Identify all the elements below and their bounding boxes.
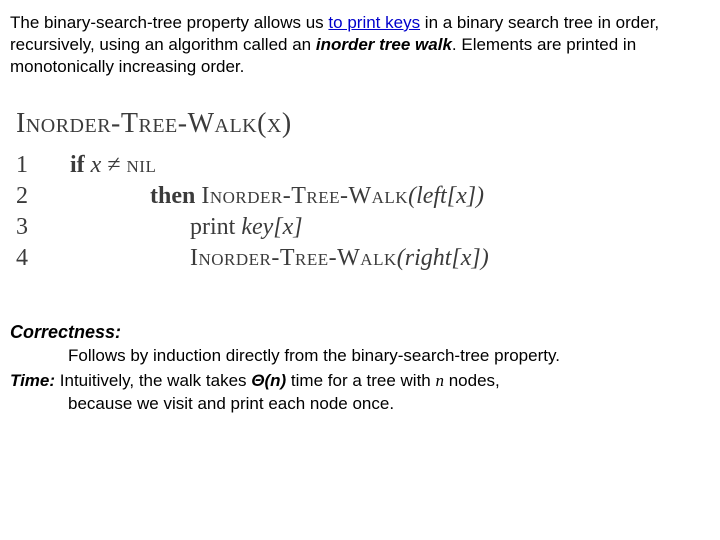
algorithm-title: Inorder-Tree-Walk(x) bbox=[16, 108, 704, 140]
print-keyword: print bbox=[190, 214, 241, 240]
theta-n: Θ(n) bbox=[251, 371, 286, 390]
correctness-body: Follows by induction directly from the b… bbox=[10, 345, 710, 368]
if-keyword: if bbox=[70, 152, 91, 178]
time-label: Time: bbox=[10, 371, 55, 390]
key-var: key[x] bbox=[241, 214, 302, 240]
n-var: n bbox=[435, 371, 444, 390]
line-number: 3 bbox=[16, 214, 42, 241]
algo-line-3: 3 print key[x] bbox=[16, 214, 704, 241]
algo-title-name: Inorder-Tree-Walk bbox=[16, 108, 257, 139]
time-t1: Intuitively, the walk takes bbox=[55, 371, 251, 390]
time-t3: nodes, bbox=[444, 371, 500, 390]
recurse-right: Inorder-Tree-Walk bbox=[190, 245, 397, 271]
line-number: 2 bbox=[16, 183, 42, 210]
print-keys-link[interactable]: to print keys bbox=[328, 13, 420, 32]
time-body: Time: Intuitively, the walk takes Θ(n) t… bbox=[10, 370, 710, 416]
time-t2: time for a tree with bbox=[286, 371, 435, 390]
line-number: 4 bbox=[16, 245, 42, 272]
line-number: 1 bbox=[16, 152, 42, 179]
correctness-text: Follows by induction directly from the b… bbox=[10, 345, 560, 368]
neq-symbol: ≠ bbox=[101, 152, 126, 178]
then-keyword: then bbox=[150, 183, 201, 209]
algorithm-block: Inorder-Tree-Walk(x) 1 if x ≠ nil 2 then… bbox=[10, 100, 710, 312]
inorder-tree-walk-term: inorder tree walk bbox=[316, 35, 452, 54]
recurse-left: Inorder-Tree-Walk bbox=[201, 183, 408, 209]
intro-paragraph: The binary-search-tree property allows u… bbox=[10, 12, 710, 78]
nil-const: nil bbox=[127, 152, 157, 178]
intro-text-1: The binary-search-tree property allows u… bbox=[10, 13, 328, 32]
algo-line-4: 4 Inorder-Tree-Walk(right[x]) bbox=[16, 245, 704, 272]
algo-line-2: 2 then Inorder-Tree-Walk(left[x]) bbox=[16, 183, 704, 210]
recurse-left-arg: (left[x]) bbox=[408, 183, 484, 209]
x-var: x bbox=[91, 152, 102, 178]
algo-line-1: 1 if x ≠ nil bbox=[16, 152, 704, 179]
time-t4: because we visit and print each node onc… bbox=[10, 393, 394, 416]
correctness-heading: Correctness: bbox=[10, 322, 710, 343]
algo-title-arg: (x) bbox=[257, 108, 292, 139]
recurse-right-arg: (right[x]) bbox=[397, 245, 489, 271]
